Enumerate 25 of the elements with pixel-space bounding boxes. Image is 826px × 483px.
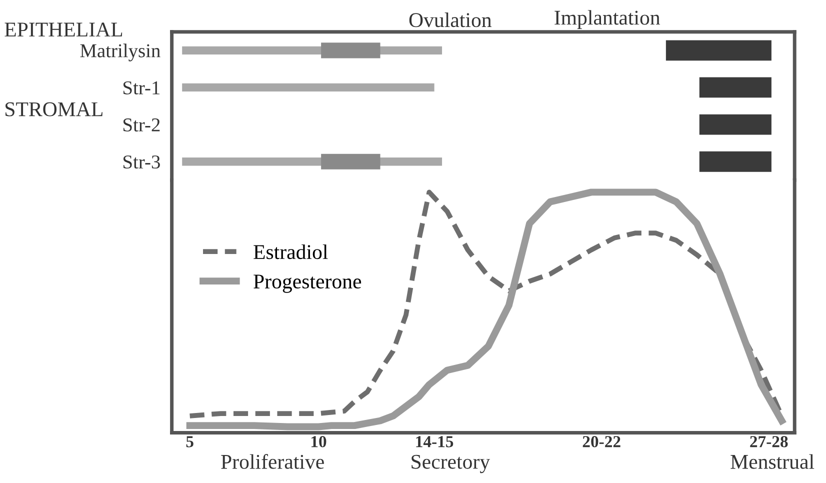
text: Proliferative <box>221 454 324 469</box>
text: EPITHELIAL <box>4 22 122 36</box>
bar <box>699 77 772 98</box>
bar <box>666 40 772 61</box>
text: STROMAL <box>6 102 102 116</box>
y-tick-label: Str-1 <box>124 81 160 94</box>
bar <box>321 42 380 58</box>
x-tick-label: 14-15 <box>416 436 454 448</box>
text: Ovulation <box>409 12 492 28</box>
y-tick-label: Str-3 <box>124 155 160 169</box>
x-tick-label: 5 <box>186 436 194 448</box>
bar <box>699 151 772 172</box>
legend-label: Progesterone <box>254 274 362 293</box>
y-tick-label: Str-2 <box>124 118 160 132</box>
x-tick-label: 20-22 <box>582 436 620 448</box>
bar <box>699 114 772 135</box>
y-tick-label: Matrilysin <box>80 44 160 62</box>
legend-label: Estradiol <box>254 244 328 260</box>
x-tick-label: 27-28 <box>750 436 788 448</box>
text: Menstrual <box>730 454 814 469</box>
text: Secretory <box>412 454 490 474</box>
bar <box>321 154 380 170</box>
bar <box>182 83 434 92</box>
x-tick-label: 10 <box>312 436 326 448</box>
text: Implantation <box>554 10 660 29</box>
